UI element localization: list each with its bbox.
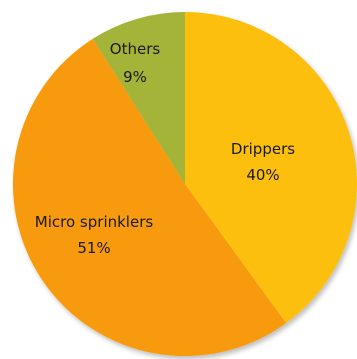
slice-value-drippers: 40% [246, 166, 279, 184]
pie-labels: Drippers 40% Micro sprinklers 51% Others… [35, 40, 295, 257]
pie-slice-micro-sprinklers [12, 38, 287, 357]
pie-slices [12, 12, 357, 357]
slice-label-drippers: Drippers [231, 140, 295, 158]
slice-value-others: 9% [123, 68, 147, 86]
slice-label-others: Others [110, 40, 161, 58]
slice-value-micro-sprinklers: 51% [77, 239, 110, 257]
pie-slice-others [92, 12, 185, 184]
pie-slice-drippers [185, 12, 357, 324]
slice-label-micro-sprinklers: Micro sprinklers [35, 213, 154, 231]
